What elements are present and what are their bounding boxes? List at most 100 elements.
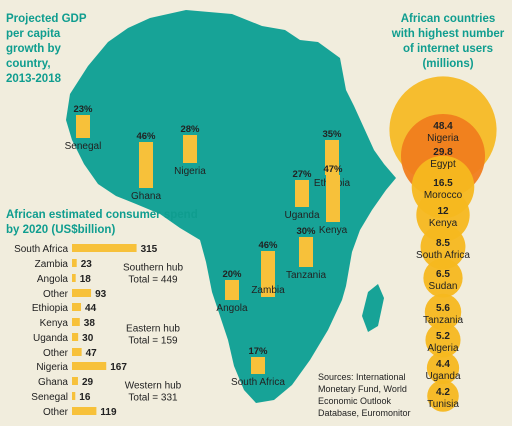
source-line-3: Economic Outlook: [318, 396, 392, 406]
gdp-country-label-2: Nigeria: [174, 166, 206, 177]
spend-category-label-1-2: Uganda: [33, 333, 68, 344]
gdp-value-label-5: 47%: [323, 164, 343, 175]
spend-value-label-1-2: 30: [82, 333, 94, 344]
spend-category-label-0-1: Zambia: [35, 259, 69, 270]
gdp-country-label-9: South Africa: [231, 377, 285, 388]
internet-title-line-1: African countries: [401, 13, 496, 25]
internet-bubble-3: [416, 188, 470, 242]
internet-value-label-5: 6.5: [436, 269, 450, 280]
africa-map: [66, 10, 396, 403]
internet-country-label-8: Uganda: [425, 371, 460, 382]
spend-value-label-2-2: 16: [79, 392, 91, 403]
spend-bar-0-2: [72, 274, 76, 282]
internet-value-label-6: 5.6: [436, 303, 450, 314]
gdp-bar-9: [251, 357, 265, 374]
internet-value-label-0: 48.4: [433, 121, 453, 132]
internet-bubble-9: [427, 380, 459, 412]
gdp-country-label-5: Kenya: [319, 225, 348, 236]
spend-bar-2-2: [72, 392, 76, 400]
spend-bar-2-1: [72, 377, 78, 385]
internet-country-label-0: Nigeria: [427, 133, 459, 144]
gdp-title-line-4: country,: [6, 58, 51, 70]
source-line-1: Sources: International: [318, 372, 406, 382]
gdp-value-label-3: 35%: [322, 129, 342, 140]
gdp-value-label-2: 28%: [180, 124, 200, 135]
gdp-value-label-4: 27%: [292, 169, 312, 180]
internet-title-line-2: with highest number: [391, 28, 505, 40]
source-line-4: Database, Euromonitor: [318, 408, 411, 418]
gdp-country-label-6: Tanzania: [286, 270, 326, 281]
hub-name-label-1: Eastern hub: [126, 324, 180, 335]
internet-value-label-4: 8.5: [436, 238, 450, 249]
spend-bar-2-3: [72, 407, 97, 415]
hub-name-label-2: Western hub: [125, 381, 182, 392]
hub-name-label-0: Southern hub: [123, 263, 183, 274]
hub-total-label-2: Total = 331: [128, 393, 178, 404]
gdp-value-label-7: 20%: [222, 269, 242, 280]
gdp-title-line-3: growth by: [6, 43, 62, 55]
spend-title-line-2: by 2020 (US$billion): [6, 224, 115, 236]
internet-value-label-1: 29.8: [433, 147, 453, 158]
spend-value-label-1-0: 44: [85, 303, 97, 314]
spend-value-label-2-1: 29: [82, 377, 94, 388]
gdp-bar-0: [76, 115, 90, 138]
gdp-country-label-7: Angola: [216, 303, 248, 314]
spend-value-label-0-3: 93: [95, 289, 107, 300]
internet-country-label-5: Sudan: [429, 281, 458, 292]
gdp-value-label-9: 17%: [248, 346, 268, 357]
hub-total-label-0: Total = 449: [128, 275, 178, 286]
gdp-country-label-4: Uganda: [284, 210, 319, 221]
spend-value-label-1-3: 47: [86, 348, 98, 359]
gdp-bar-3: [325, 140, 339, 175]
gdp-value-label-8: 46%: [258, 240, 278, 251]
gdp-bar-5: [326, 175, 340, 222]
spend-category-label-0-3: Other: [43, 289, 69, 300]
internet-bubble-4: [420, 224, 466, 270]
spend-category-label-1-3: Other: [43, 348, 69, 359]
gdp-bar-8: [261, 251, 275, 297]
spend-bar-1-2: [72, 333, 79, 341]
internet-value-label-3: 12: [437, 206, 449, 217]
gdp-country-label-8: Zambia: [251, 285, 285, 296]
internet-country-label-6: Tanzania: [423, 315, 463, 326]
gdp-value-label-0: 23%: [73, 104, 93, 115]
spend-value-label-0-2: 18: [80, 274, 92, 285]
gdp-bar-4: [295, 180, 309, 207]
spend-value-label-0-1: 23: [81, 259, 93, 270]
gdp-value-label-1: 46%: [136, 131, 156, 142]
internet-bubble-5: [423, 258, 463, 298]
spend-value-label-0-0: 315: [141, 244, 158, 255]
internet-country-label-7: Algeria: [427, 343, 459, 354]
gdp-title-line-1: Projected GDP: [6, 13, 87, 25]
gdp-country-label-1: Ghana: [131, 191, 161, 202]
spend-title-line-1: African estimated consumer spend: [6, 209, 198, 221]
spend-value-label-2-3: 119: [100, 407, 117, 418]
gdp-title-line-2: per capita: [6, 28, 61, 40]
internet-country-label-2: Morocco: [424, 190, 463, 201]
internet-value-label-9: 4.2: [436, 387, 450, 398]
gdp-value-label-6: 30%: [296, 226, 316, 237]
internet-bubble-8: [426, 351, 460, 385]
internet-country-label-3: Kenya: [429, 218, 458, 229]
spend-category-label-0-0: South Africa: [14, 244, 68, 255]
internet-country-label-1: Egypt: [430, 159, 456, 170]
spend-bar-0-1: [72, 259, 77, 267]
spend-category-label-2-0: Nigeria: [36, 362, 68, 373]
internet-value-label-8: 4.4: [436, 359, 450, 370]
spend-category-label-2-1: Ghana: [38, 377, 68, 388]
spend-bar-1-0: [72, 303, 82, 311]
spend-value-label-2-0: 167: [110, 362, 127, 373]
gdp-country-label-0: Senegal: [65, 141, 102, 152]
gdp-bar-2: [183, 135, 197, 163]
gdp-bar-6: [299, 237, 313, 267]
madagascar-shape: [362, 284, 384, 332]
spend-bar-0-0: [72, 244, 137, 252]
internet-value-label-7: 5.2: [436, 331, 450, 342]
spend-category-label-1-1: Kenya: [40, 318, 69, 329]
internet-country-label-4: South Africa: [416, 250, 470, 261]
internet-title-line-3: of internet users: [403, 43, 493, 55]
spend-category-label-0-2: Angola: [37, 274, 69, 285]
internet-value-label-2: 16.5: [433, 178, 453, 189]
spend-category-label-2-3: Other: [43, 407, 69, 418]
